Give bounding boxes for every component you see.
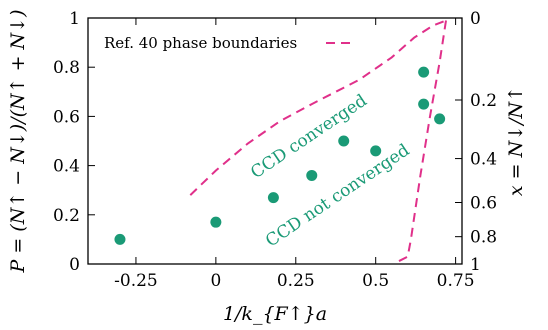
x-axis-label: 1/k_{F↑}a <box>223 303 327 325</box>
data-point <box>306 169 318 181</box>
legend-label: Ref. 40 phase boundaries <box>104 34 297 52</box>
y-tick-label: 0.6 <box>53 107 80 127</box>
data-point <box>267 192 279 204</box>
x-tick-label: 0.75 <box>437 271 475 291</box>
data-point <box>370 145 382 157</box>
y2-tick-label: 0 <box>470 9 481 29</box>
y-tick-label: 1 <box>69 9 80 29</box>
y2-tick-label: 0.2 <box>470 91 497 111</box>
x-tick-label: 0 <box>210 271 221 291</box>
x-tick-label: 0.25 <box>277 271 315 291</box>
y2-tick-label: 0.6 <box>470 194 497 214</box>
y-tick-label: 0.8 <box>53 58 80 78</box>
y2-axis-label: x = N↓/N↑ <box>505 86 527 196</box>
data-point <box>338 135 350 147</box>
phase-boundary-line <box>397 20 447 263</box>
x-tick-label: -0.25 <box>114 271 158 291</box>
y2-tick-label: 1 <box>470 255 481 275</box>
data-point <box>418 98 430 110</box>
y2-tick-label: 0.4 <box>470 150 497 170</box>
data-point <box>434 113 446 125</box>
y-tick-label: 0 <box>69 255 80 275</box>
annotation-ccd-converged: CCD converged <box>247 91 371 183</box>
data-point <box>418 66 430 78</box>
y2-tick-label: 0.8 <box>470 228 497 248</box>
data-point <box>210 216 222 228</box>
y-tick-label: 0.4 <box>53 157 80 177</box>
plot-frame <box>87 17 463 265</box>
phase-boundary-line <box>189 19 447 196</box>
y-tick-label: 0.2 <box>53 206 80 226</box>
y-axis-label: P = (N↑ − N↓)/(N↑ + N↓) <box>7 9 29 273</box>
data-point <box>114 233 126 245</box>
x-tick-label: 0.5 <box>362 271 389 291</box>
